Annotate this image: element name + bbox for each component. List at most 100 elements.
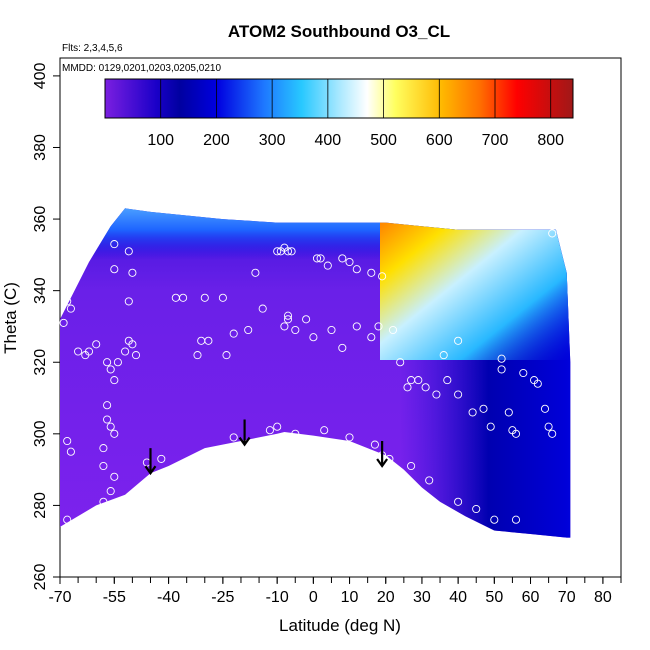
colorbar-tick-label: 600	[426, 132, 453, 149]
colorbar-ticks: 100 200 300 400 500 600 700 800	[147, 79, 564, 149]
observation-point	[548, 429, 557, 438]
observation-point	[511, 429, 521, 438]
y-tick-label: 340	[32, 277, 49, 304]
observation-point	[128, 268, 137, 277]
observation-point	[110, 265, 119, 274]
observation-point	[352, 322, 361, 331]
observation-point	[472, 504, 481, 514]
observation-point	[218, 293, 227, 302]
observation-point	[479, 404, 488, 413]
observation-point	[74, 347, 83, 356]
tropopause-arrow	[376, 440, 389, 468]
observation-point	[131, 351, 141, 360]
y-axis-label: Theta (C)	[1, 282, 20, 354]
observation-point	[110, 429, 119, 438]
observation-point	[312, 254, 322, 263]
observation-point	[124, 247, 133, 256]
observation-point	[370, 440, 379, 449]
observation-point	[128, 340, 137, 349]
observation-point	[103, 358, 112, 367]
observation-point	[229, 329, 238, 338]
x-tick-label: -10	[266, 589, 289, 606]
observation-point	[323, 261, 332, 270]
observation-point	[388, 325, 398, 335]
observation-point	[103, 415, 112, 424]
x-tick-label: 20	[377, 589, 395, 606]
observation-point	[540, 404, 550, 413]
x-tick-label: 60	[522, 589, 540, 606]
x-tick-label: -40	[157, 589, 180, 606]
observation-point	[468, 408, 477, 417]
x-tick-label: 40	[449, 589, 467, 606]
observation-point	[320, 426, 329, 435]
y-tick-label: 320	[32, 349, 49, 376]
observation-point	[548, 229, 557, 238]
x-axis: -70 -55 -40 -25 -10 0 10 20 30 40 50 60 70 80	[48, 577, 622, 606]
colorbar-tick-label: 400	[315, 132, 342, 149]
observation-point	[283, 315, 293, 324]
observation-point	[106, 487, 115, 496]
colorbar-tick-label: 100	[147, 132, 174, 149]
x-axis-label: Latitude (deg N)	[279, 616, 401, 635]
y-tick-label: 260	[32, 564, 49, 591]
observation-point	[258, 304, 267, 313]
flights-annotation: Flts: 2,3,4,5,6	[62, 43, 123, 54]
colorbar-tick-label: 300	[259, 132, 286, 149]
observation-point	[92, 340, 101, 349]
field-high-ozone-corner	[380, 208, 571, 360]
observation-point	[454, 497, 463, 506]
observation-point	[338, 254, 347, 263]
observation-point	[251, 268, 260, 277]
observation-point	[179, 293, 188, 302]
colorbar	[104, 78, 574, 119]
y-tick-label: 400	[32, 62, 49, 89]
colorbar-tick-label: 500	[370, 132, 397, 149]
observation-point	[407, 461, 416, 471]
x-tick-label: 10	[341, 589, 359, 606]
observation-point	[273, 422, 282, 431]
observation-point	[287, 247, 296, 256]
observation-point	[204, 336, 213, 345]
observation-point	[113, 358, 122, 367]
observation-point	[374, 322, 383, 331]
observation-point	[103, 401, 112, 410]
observation-point	[110, 376, 119, 385]
observation-point	[193, 351, 202, 360]
observation-point	[454, 336, 463, 345]
observation-point	[66, 304, 75, 313]
observation-point	[439, 351, 448, 360]
observation-point	[283, 247, 293, 256]
observation-point	[385, 454, 394, 463]
tropopause-arrows	[144, 419, 389, 476]
observation-point	[316, 254, 325, 263]
observation-point	[403, 383, 412, 392]
observation-point	[106, 365, 115, 374]
observation-point	[497, 354, 506, 363]
observation-point	[327, 325, 336, 335]
colorbar-tick-label: 700	[482, 132, 509, 149]
observation-point	[157, 454, 166, 463]
observation-point	[200, 293, 209, 302]
colorbar-tick-label: 800	[537, 132, 564, 149]
observation-point	[229, 433, 238, 442]
observation-point	[63, 515, 72, 524]
observation-point	[378, 272, 387, 281]
tropopause-arrow	[238, 419, 251, 447]
observation-point	[59, 318, 68, 327]
observation-point	[519, 368, 528, 378]
observation-point	[63, 436, 72, 446]
x-tick-label: -25	[211, 589, 234, 606]
observation-point	[497, 365, 506, 374]
y-axis: 260 280 300 320 340 360 380 400	[32, 62, 60, 590]
observation-point	[110, 240, 119, 249]
observation-point	[345, 433, 354, 442]
x-tick-label: 0	[309, 589, 318, 606]
observation-point	[291, 429, 300, 438]
x-tick-label: 70	[558, 589, 576, 606]
x-tick-label: 30	[413, 589, 431, 606]
observation-point	[504, 408, 513, 417]
observation-point	[110, 472, 119, 481]
observation-point	[265, 426, 274, 435]
observation-point	[425, 476, 434, 485]
